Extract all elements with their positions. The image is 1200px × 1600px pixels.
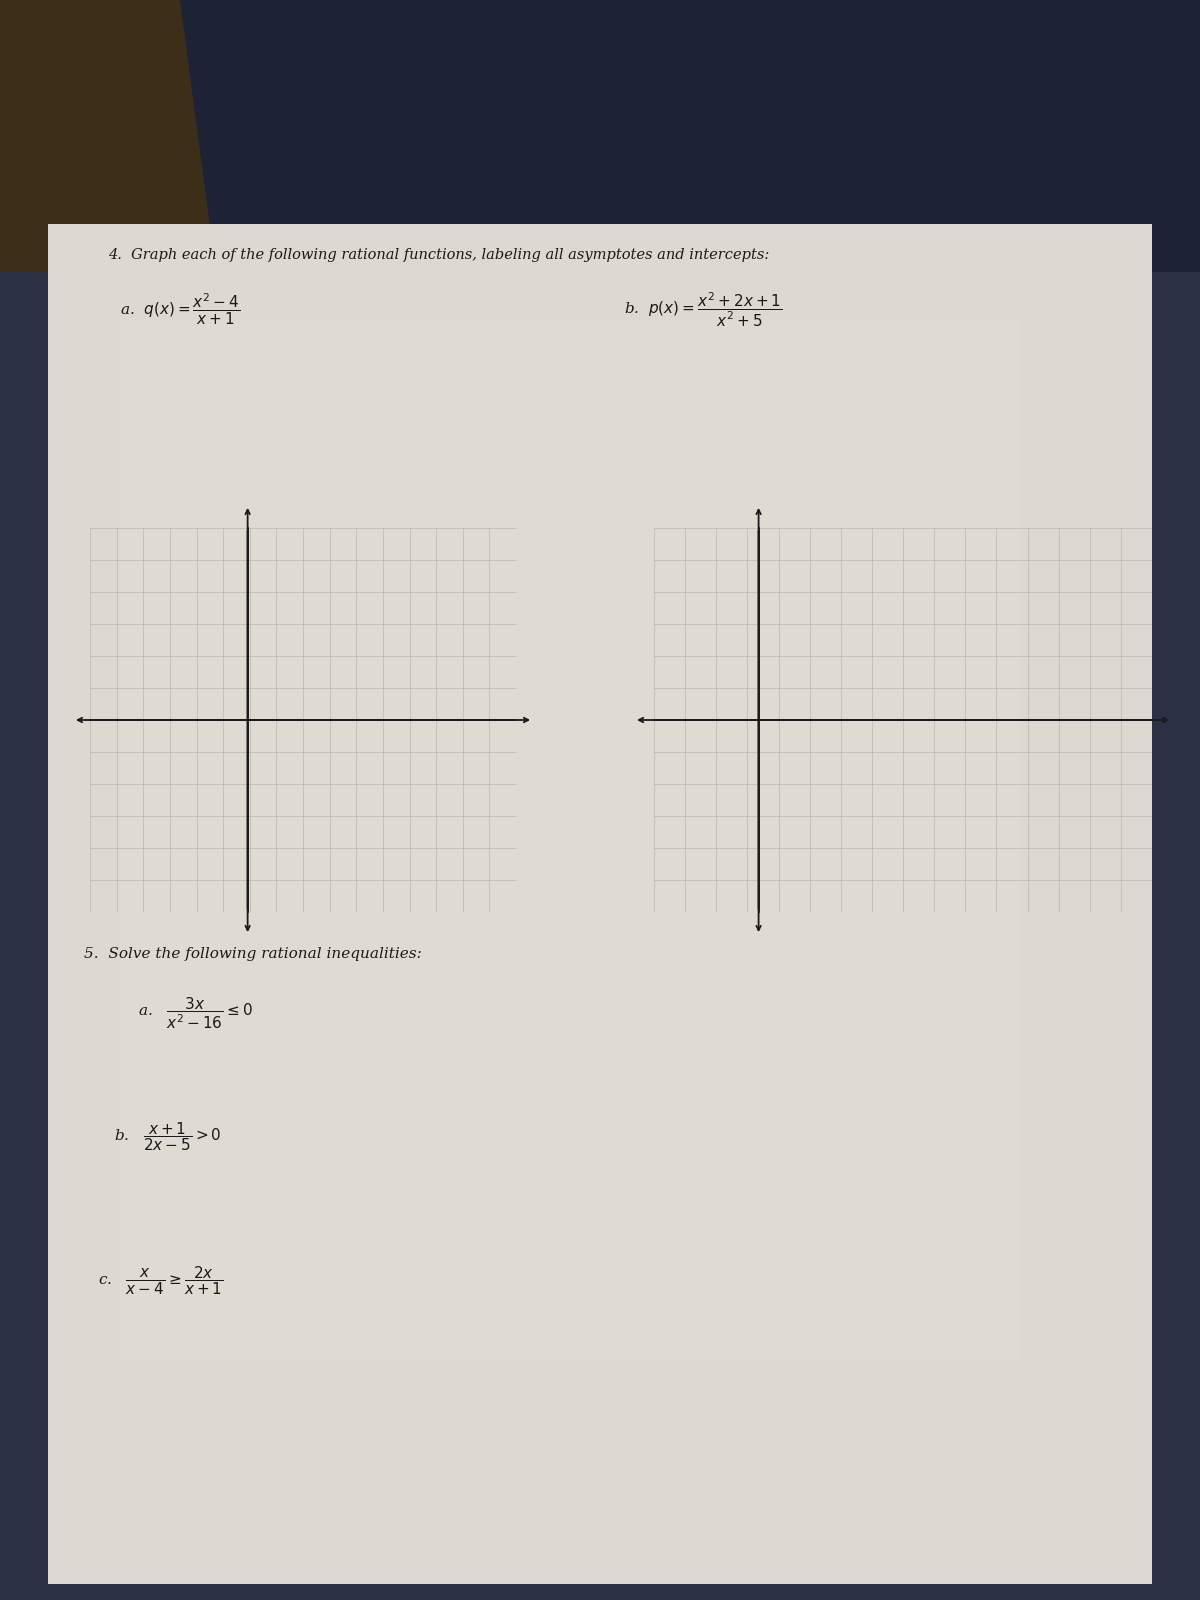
Text: b.  $p(x) = \dfrac{x^2+2x+1}{x^2+5}$: b. $p(x) = \dfrac{x^2+2x+1}{x^2+5}$ [624,291,782,330]
Bar [120,320,1020,1360]
Text: 4.  Graph each of the following rational functions, labeling all asymptotes and : 4. Graph each of the following rational … [108,248,769,262]
Polygon shape [0,0,216,272]
Text: 5.  Solve the following rational inequalities:: 5. Solve the following rational inequali… [84,947,421,962]
FancyBboxPatch shape [48,224,1152,1584]
Text: a.  $q(x) = \dfrac{x^2-4}{x+1}$: a. $q(x) = \dfrac{x^2-4}{x+1}$ [120,291,240,326]
Bar [0,0,1200,272]
Text: b.   $\dfrac{x+1}{2x-5} > 0$: b. $\dfrac{x+1}{2x-5} > 0$ [114,1120,222,1152]
Text: c.   $\dfrac{x}{x-4} \geq \dfrac{2x}{x+1}$: c. $\dfrac{x}{x-4} \geq \dfrac{2x}{x+1}$ [98,1264,224,1296]
Text: a.   $\dfrac{3x}{x^2-16} \leq 0$: a. $\dfrac{3x}{x^2-16} \leq 0$ [138,995,253,1030]
